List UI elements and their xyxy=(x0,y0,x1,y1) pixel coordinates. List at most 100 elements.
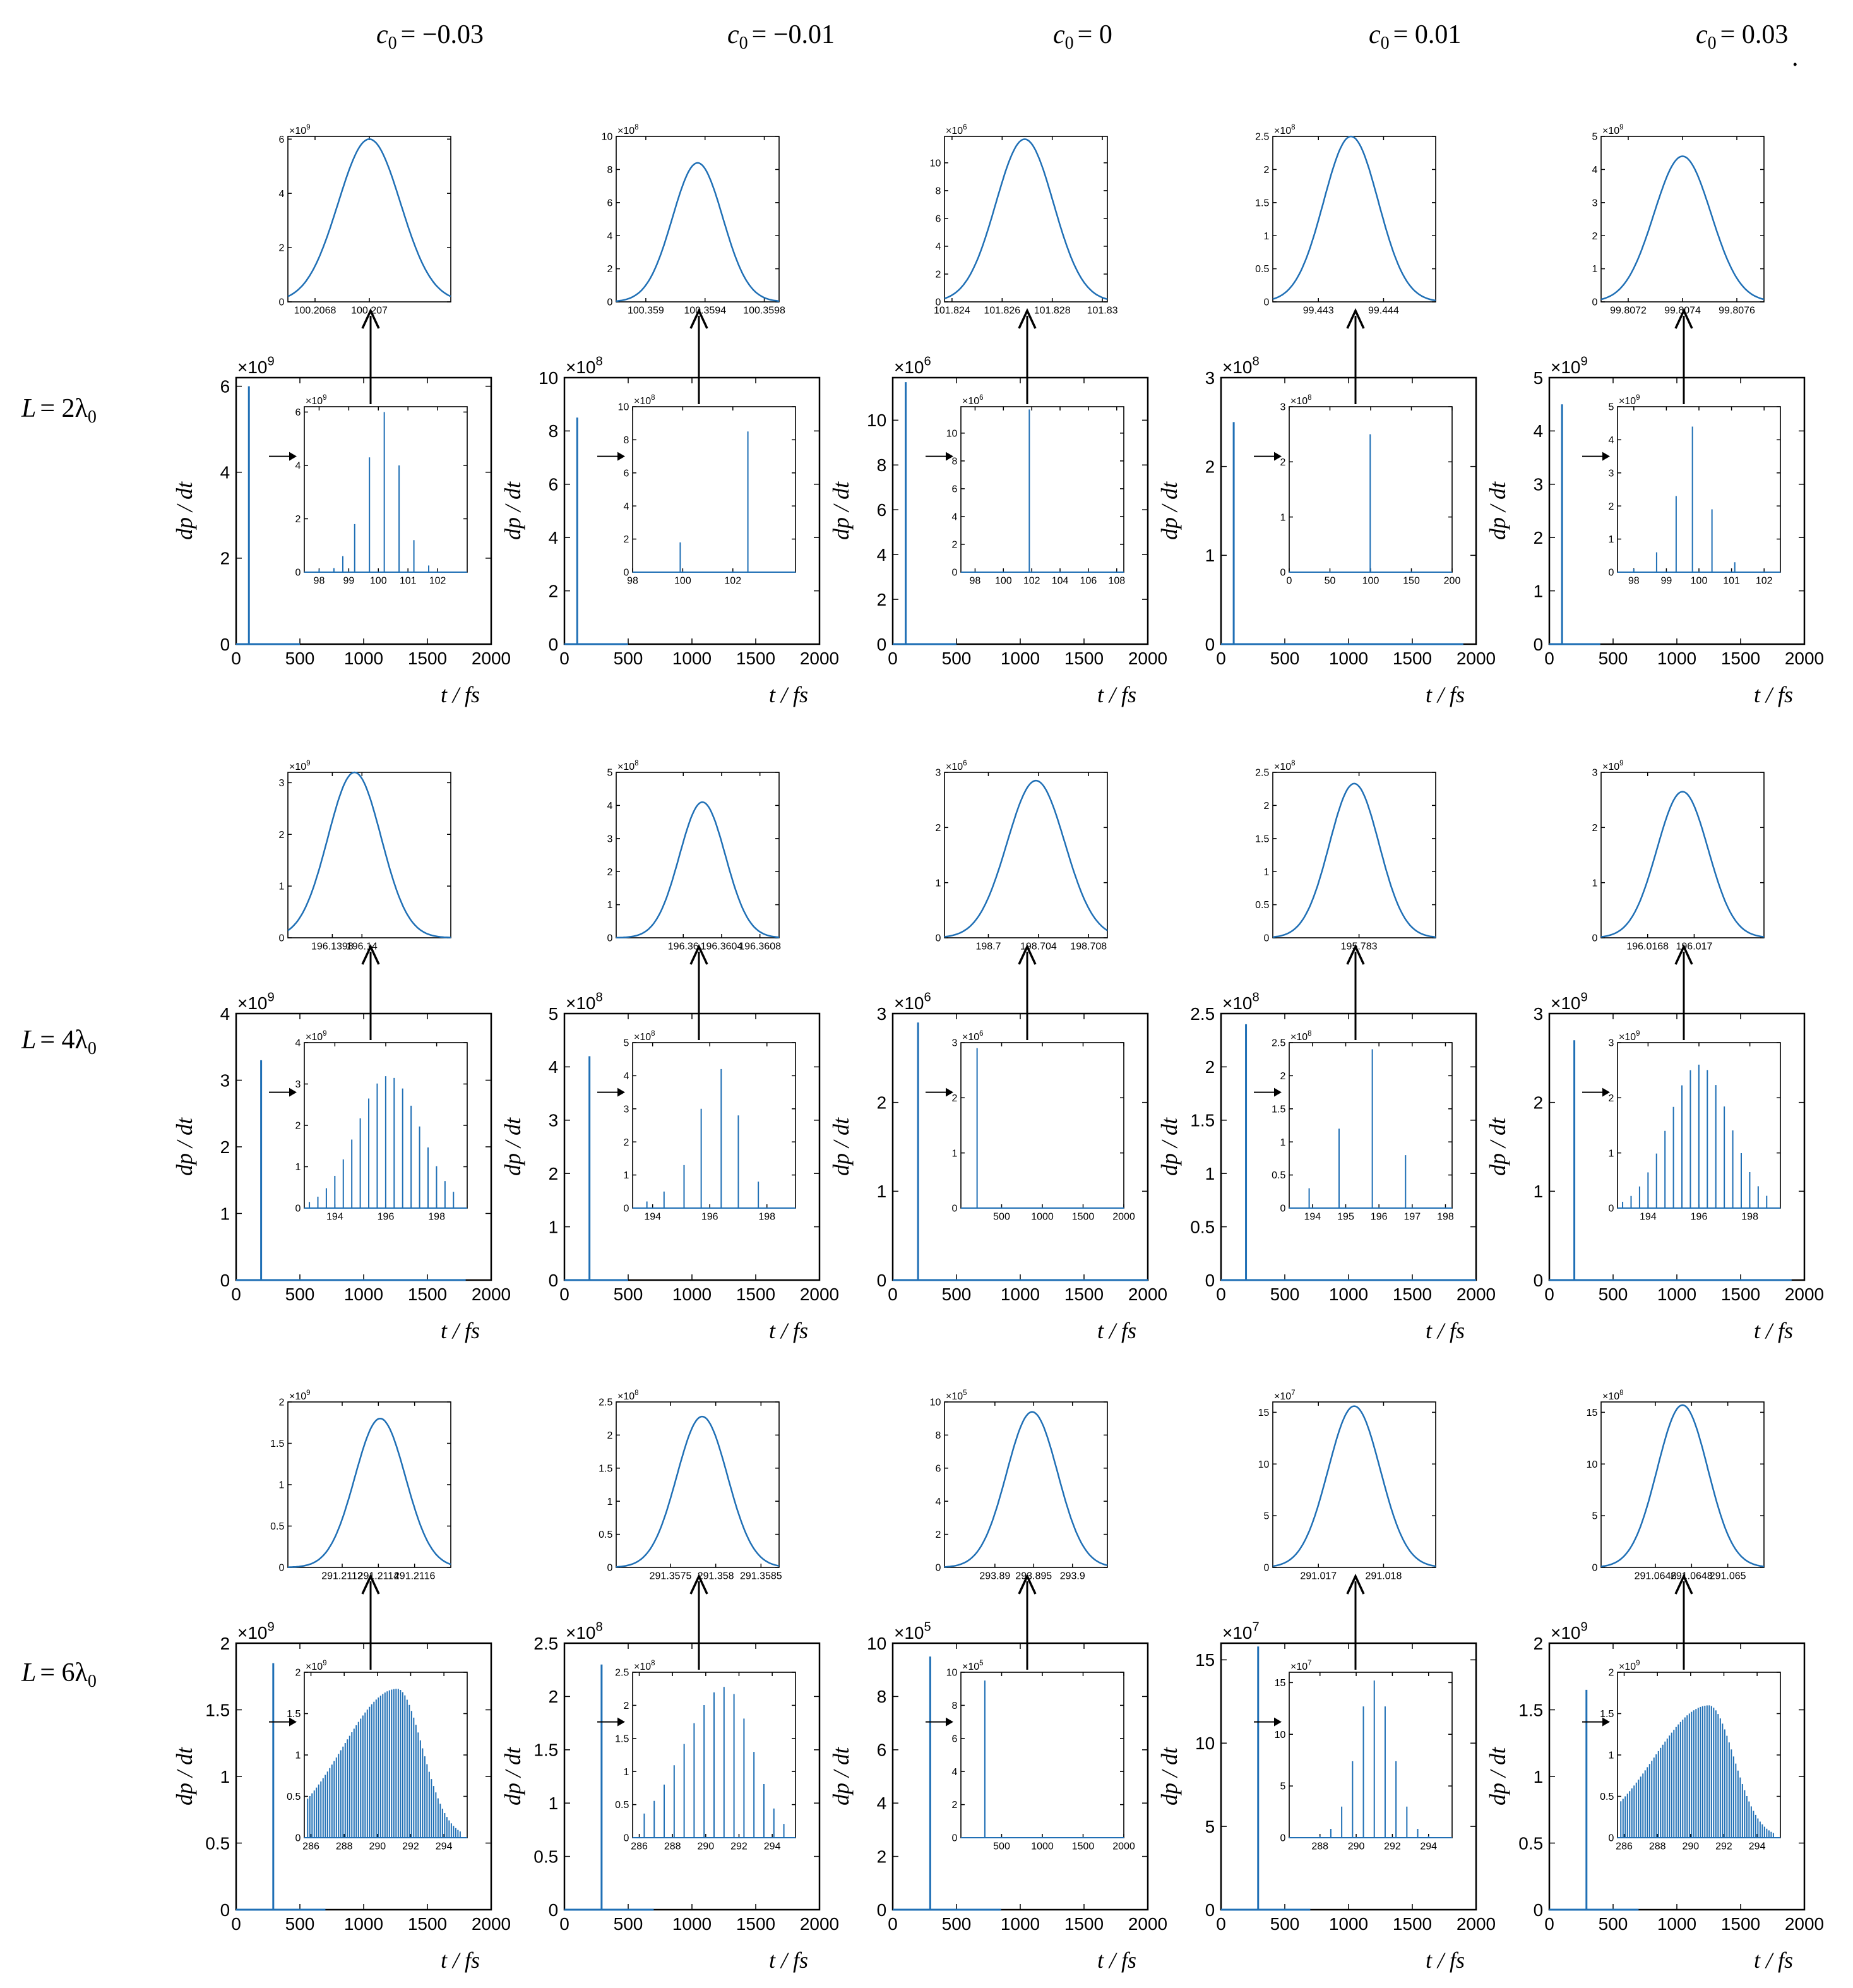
zoom-axis-xtick-label: 99.444 xyxy=(1368,305,1399,316)
main-axis-ytick-label: 1 xyxy=(1205,546,1215,565)
main-axis-xtick-label: 2000 xyxy=(1128,1284,1167,1304)
zoom-curve xyxy=(1600,155,1765,301)
inset-arrowhead-icon xyxy=(1602,1717,1610,1727)
main-axis-xtick-label: 2000 xyxy=(800,1914,839,1934)
zoom-axis-ytick-label: 6 xyxy=(278,135,284,145)
inset-axis-ytick-label: 10 xyxy=(1275,1730,1286,1740)
main-axis-ytick-label: 0 xyxy=(549,635,559,654)
zoom-axis-ytick-label: 0 xyxy=(1263,933,1269,944)
main-axis-xtick-label: 0 xyxy=(1216,1914,1226,1934)
inset-axis-xtick-label: 194 xyxy=(326,1211,343,1222)
zoom-axis-ytick-label: 2 xyxy=(607,1430,612,1441)
main-axis-ytick-label: 2 xyxy=(220,1137,230,1157)
inset-axis-ytick-label: 8 xyxy=(951,456,957,467)
zoom-axis-ytick-label: 2 xyxy=(607,264,612,275)
zoom-axis-xtick-label: 196.0168 xyxy=(1626,941,1669,952)
main-axis-xtick-label: 1500 xyxy=(408,1284,447,1304)
inset-axis-ytick-label: 6 xyxy=(623,468,629,479)
inset-axis-ytick-label: 4 xyxy=(295,1038,301,1049)
main-axis-xtick-label: 2000 xyxy=(472,1284,511,1304)
zoom-axis-ytick-label: 3 xyxy=(1592,768,1597,779)
column-header-3: c0 = 0.01 xyxy=(1369,20,1461,53)
main-axis-exponent: ×108 xyxy=(566,354,603,377)
inset-axis-xtick-label: 286 xyxy=(302,1841,319,1852)
main-axis-xtick-label: 500 xyxy=(1599,1914,1628,1934)
zoom-axis-xtick-label: 291.065 xyxy=(1710,1571,1746,1581)
y-axis-label: dp / dt xyxy=(500,1747,525,1805)
inset-axis-xtick-label: 100 xyxy=(1691,575,1708,586)
zoom-axis-exponent: ×106 xyxy=(946,760,967,772)
inset-axis-ytick-label: 6 xyxy=(951,484,957,494)
inset-axis-ytick-label: 1 xyxy=(623,1767,629,1778)
inset-axis-ytick-label: 0 xyxy=(295,568,301,578)
main-axis-xtick-label: 0 xyxy=(888,649,898,668)
zoom-axis-frame xyxy=(1272,136,1436,302)
zoom-axis-xtick-label: 291.3585 xyxy=(740,1571,782,1581)
panel-r1c0: 0 500 1000 1500 2000 0 1 2 3 4 ×109 t / fs dp / dt 19… xyxy=(172,760,511,1343)
zoom-axis-ytick-label: 1.5 xyxy=(1255,198,1269,208)
inset-arrowhead-icon xyxy=(617,1717,625,1727)
main-axis-ytick-label: 0 xyxy=(877,1900,887,1920)
zoom-axis-ytick-label: 2.5 xyxy=(599,1398,612,1408)
zoom-axis-ytick-label: 2 xyxy=(935,1530,941,1540)
inset-arrowhead-icon xyxy=(289,1087,297,1097)
main-axis-exponent: ×108 xyxy=(1222,990,1260,1013)
trailing-mark: . xyxy=(1792,43,1799,72)
main-axis-ytick-label: 0 xyxy=(1534,1900,1544,1920)
main-axis-ytick-label: 5 xyxy=(1534,368,1544,388)
inset-axis-xtick-label: 150 xyxy=(1403,575,1420,586)
y-axis-label: dp / dt xyxy=(1157,1747,1182,1805)
inset-axis-ytick-label: 1 xyxy=(1280,1137,1285,1148)
zoom-axis-ytick-label: 1 xyxy=(1263,867,1269,878)
inset-axis-ytick-label: 3 xyxy=(1280,402,1285,413)
main-axis-xtick-label: 1500 xyxy=(1721,1914,1760,1934)
inset-background xyxy=(304,407,467,572)
main-axis-ytick-label: 8 xyxy=(877,455,887,475)
main-axis-xtick-label: 500 xyxy=(614,1284,643,1304)
inset-axis-xtick-label: 198 xyxy=(1741,1211,1758,1222)
inset-axis-ytick-label: 1 xyxy=(623,1170,629,1181)
main-axis-xtick-label: 0 xyxy=(1216,649,1226,668)
main-axis-ytick-label: 1 xyxy=(1534,1767,1544,1787)
zoom-arrowhead-icon xyxy=(689,943,708,965)
zoom-axis-frame xyxy=(616,136,780,302)
main-axis-ytick-label: 1 xyxy=(1205,1164,1215,1183)
inset-axis-ytick-label: 5 xyxy=(1608,402,1614,413)
inset-axis-exponent: ×109 xyxy=(306,394,327,407)
inset-axis-ytick-label: 0 xyxy=(623,1204,629,1214)
zoom-axis-exponent: ×109 xyxy=(289,1389,311,1402)
inset-axis-exponent: ×109 xyxy=(306,1660,327,1672)
inset-axis-xtick-label: 294 xyxy=(764,1841,781,1852)
inset-axis-xtick-label: 292 xyxy=(1715,1841,1732,1852)
inset-axis-xtick-label: 500 xyxy=(993,1841,1010,1852)
main-axis-xtick-label: 0 xyxy=(559,1914,569,1934)
zoom-axis-ytick-label: 8 xyxy=(935,1430,941,1441)
inset-axis-xtick-label: 288 xyxy=(1649,1841,1666,1852)
main-axis-exponent: ×107 xyxy=(1222,1620,1260,1643)
main-axis-xtick-label: 1000 xyxy=(672,1914,712,1934)
zoom-axis-ytick-label: 1 xyxy=(1263,231,1269,242)
zoom-axis-ytick-label: 0.5 xyxy=(270,1521,284,1532)
inset-axis-ytick-label: 0 xyxy=(1608,568,1614,578)
inset-axis-ytick-label: 0 xyxy=(1280,1204,1285,1214)
main-axis-xtick-label: 500 xyxy=(285,1914,315,1934)
inset-axis-ytick-label: 4 xyxy=(623,501,629,512)
main-axis-xtick-label: 500 xyxy=(1599,649,1628,668)
main-axis-ytick-label: 2 xyxy=(549,581,559,601)
main-axis-xtick-label: 0 xyxy=(231,649,241,668)
main-axis-xtick-label: 1500 xyxy=(1393,1284,1432,1304)
zoom-axis-ytick-label: 10 xyxy=(1587,1459,1598,1470)
inset-axis-ytick-label: 6 xyxy=(951,1734,957,1744)
inset-axis-xtick-label: 198 xyxy=(758,1211,775,1222)
inset-axis-xtick-label: 195 xyxy=(1337,1211,1354,1222)
inset-axis-exponent: ×105 xyxy=(962,1660,984,1672)
inset-arrowhead-icon xyxy=(1274,1087,1282,1097)
zoom-axis-ytick-label: 5 xyxy=(1263,1511,1269,1522)
zoom-curve xyxy=(1272,782,1436,938)
inset-axis-ytick-label: 3 xyxy=(623,1104,629,1115)
row-headers: L = 2λ0 L = 4λ0 L = 6λ0 xyxy=(21,394,97,1691)
zoom-axis-ytick-label: 10 xyxy=(930,158,941,169)
inset-axis-ytick-label: 0 xyxy=(1608,1833,1614,1844)
main-axis-ytick-label: 1.5 xyxy=(1518,1700,1543,1720)
